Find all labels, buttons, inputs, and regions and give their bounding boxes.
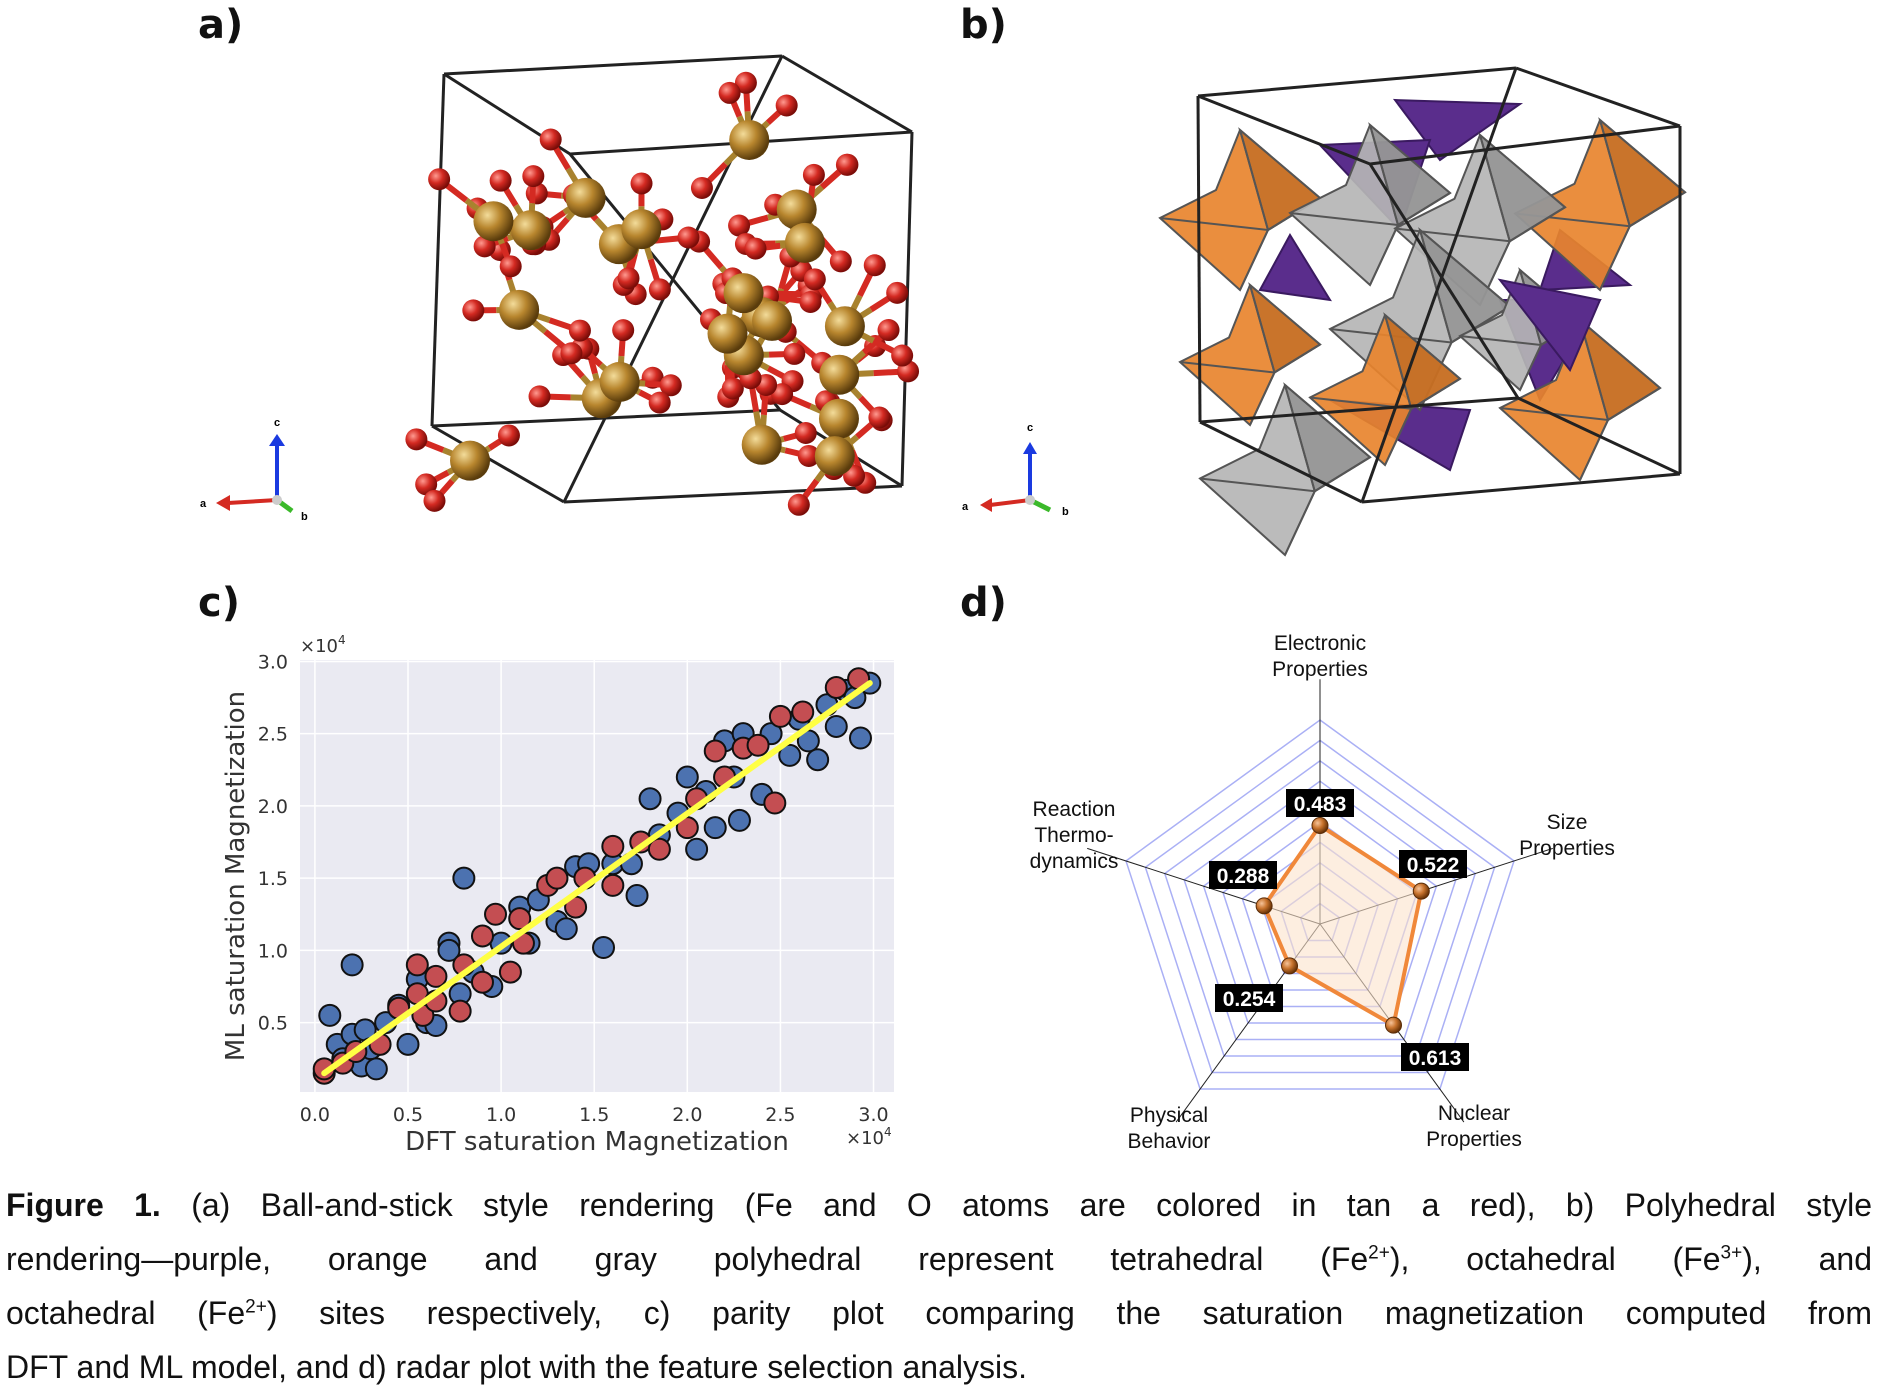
caption-text: (a) Ball-and-stick style rendering (Fe a… (191, 1187, 1872, 1223)
radar-data-point (1256, 898, 1272, 914)
caption-text: rendering—purple, orange and gray polyhe… (6, 1241, 1368, 1277)
radar-axis-label: Electronic Properties (1272, 632, 1368, 681)
caption-line: Figure 1. (a) Ball-and-stick style rende… (6, 1178, 1872, 1232)
axis-label-line: Behavior (1128, 1130, 1211, 1153)
caption-text: octahedral (Fe (6, 1295, 245, 1331)
superscript: 2+ (245, 1296, 267, 1317)
axis-label-line: dynamics (1030, 850, 1119, 873)
radar-data-point (1413, 883, 1429, 899)
figure-label: Figure 1. (6, 1187, 161, 1223)
value-label: 0.288 (1217, 865, 1270, 888)
caption-text: ) sites respectively, c) parity plot com… (267, 1295, 1872, 1331)
axis-label-line: Properties (1426, 1128, 1522, 1151)
superscript: 2+ (1368, 1242, 1390, 1263)
radar-data-point (1312, 817, 1328, 833)
radar-axis-label: Reaction Thermo-dynamics (1030, 798, 1119, 873)
caption-line: DFT and ML model, and d) radar plot with… (6, 1340, 1872, 1394)
axis-label-line: Reaction (1033, 798, 1116, 821)
radar-data-point (1282, 958, 1298, 974)
axis-label-line: Properties (1519, 837, 1615, 860)
axis-label-line: Nuclear (1438, 1102, 1510, 1125)
axis-label-line: Thermo- (1034, 824, 1113, 847)
radar-axis-label: Nuclear Properties (1426, 1102, 1522, 1151)
superscript: 3+ (1721, 1242, 1743, 1263)
radar-data-point (1386, 1017, 1402, 1033)
value-label: 0.613 (1409, 1047, 1462, 1070)
caption-line: octahedral (Fe2+) sites respectively, c)… (6, 1286, 1872, 1340)
value-label: 0.254 (1223, 988, 1276, 1011)
axis-label-line: Physical (1130, 1104, 1208, 1127)
axis-label-line: Electronic (1274, 632, 1366, 655)
caption-text: ), and (1742, 1241, 1872, 1277)
value-label: 0.522 (1407, 854, 1460, 877)
axis-label-line: Properties (1272, 658, 1368, 681)
axis-label-line: Size (1547, 811, 1588, 834)
radar-axis-label: Size Properties (1519, 811, 1615, 860)
radar-value-polygon (1264, 825, 1421, 1025)
figure-caption: Figure 1. (a) Ball-and-stick style rende… (6, 1178, 1872, 1394)
value-label: 0.483 (1294, 793, 1347, 816)
radar-axis-label: Physical Behavior (1128, 1104, 1211, 1153)
caption-line: rendering—purple, orange and gray polyhe… (6, 1232, 1872, 1286)
caption-text: ), octahedral (Fe (1390, 1241, 1721, 1277)
